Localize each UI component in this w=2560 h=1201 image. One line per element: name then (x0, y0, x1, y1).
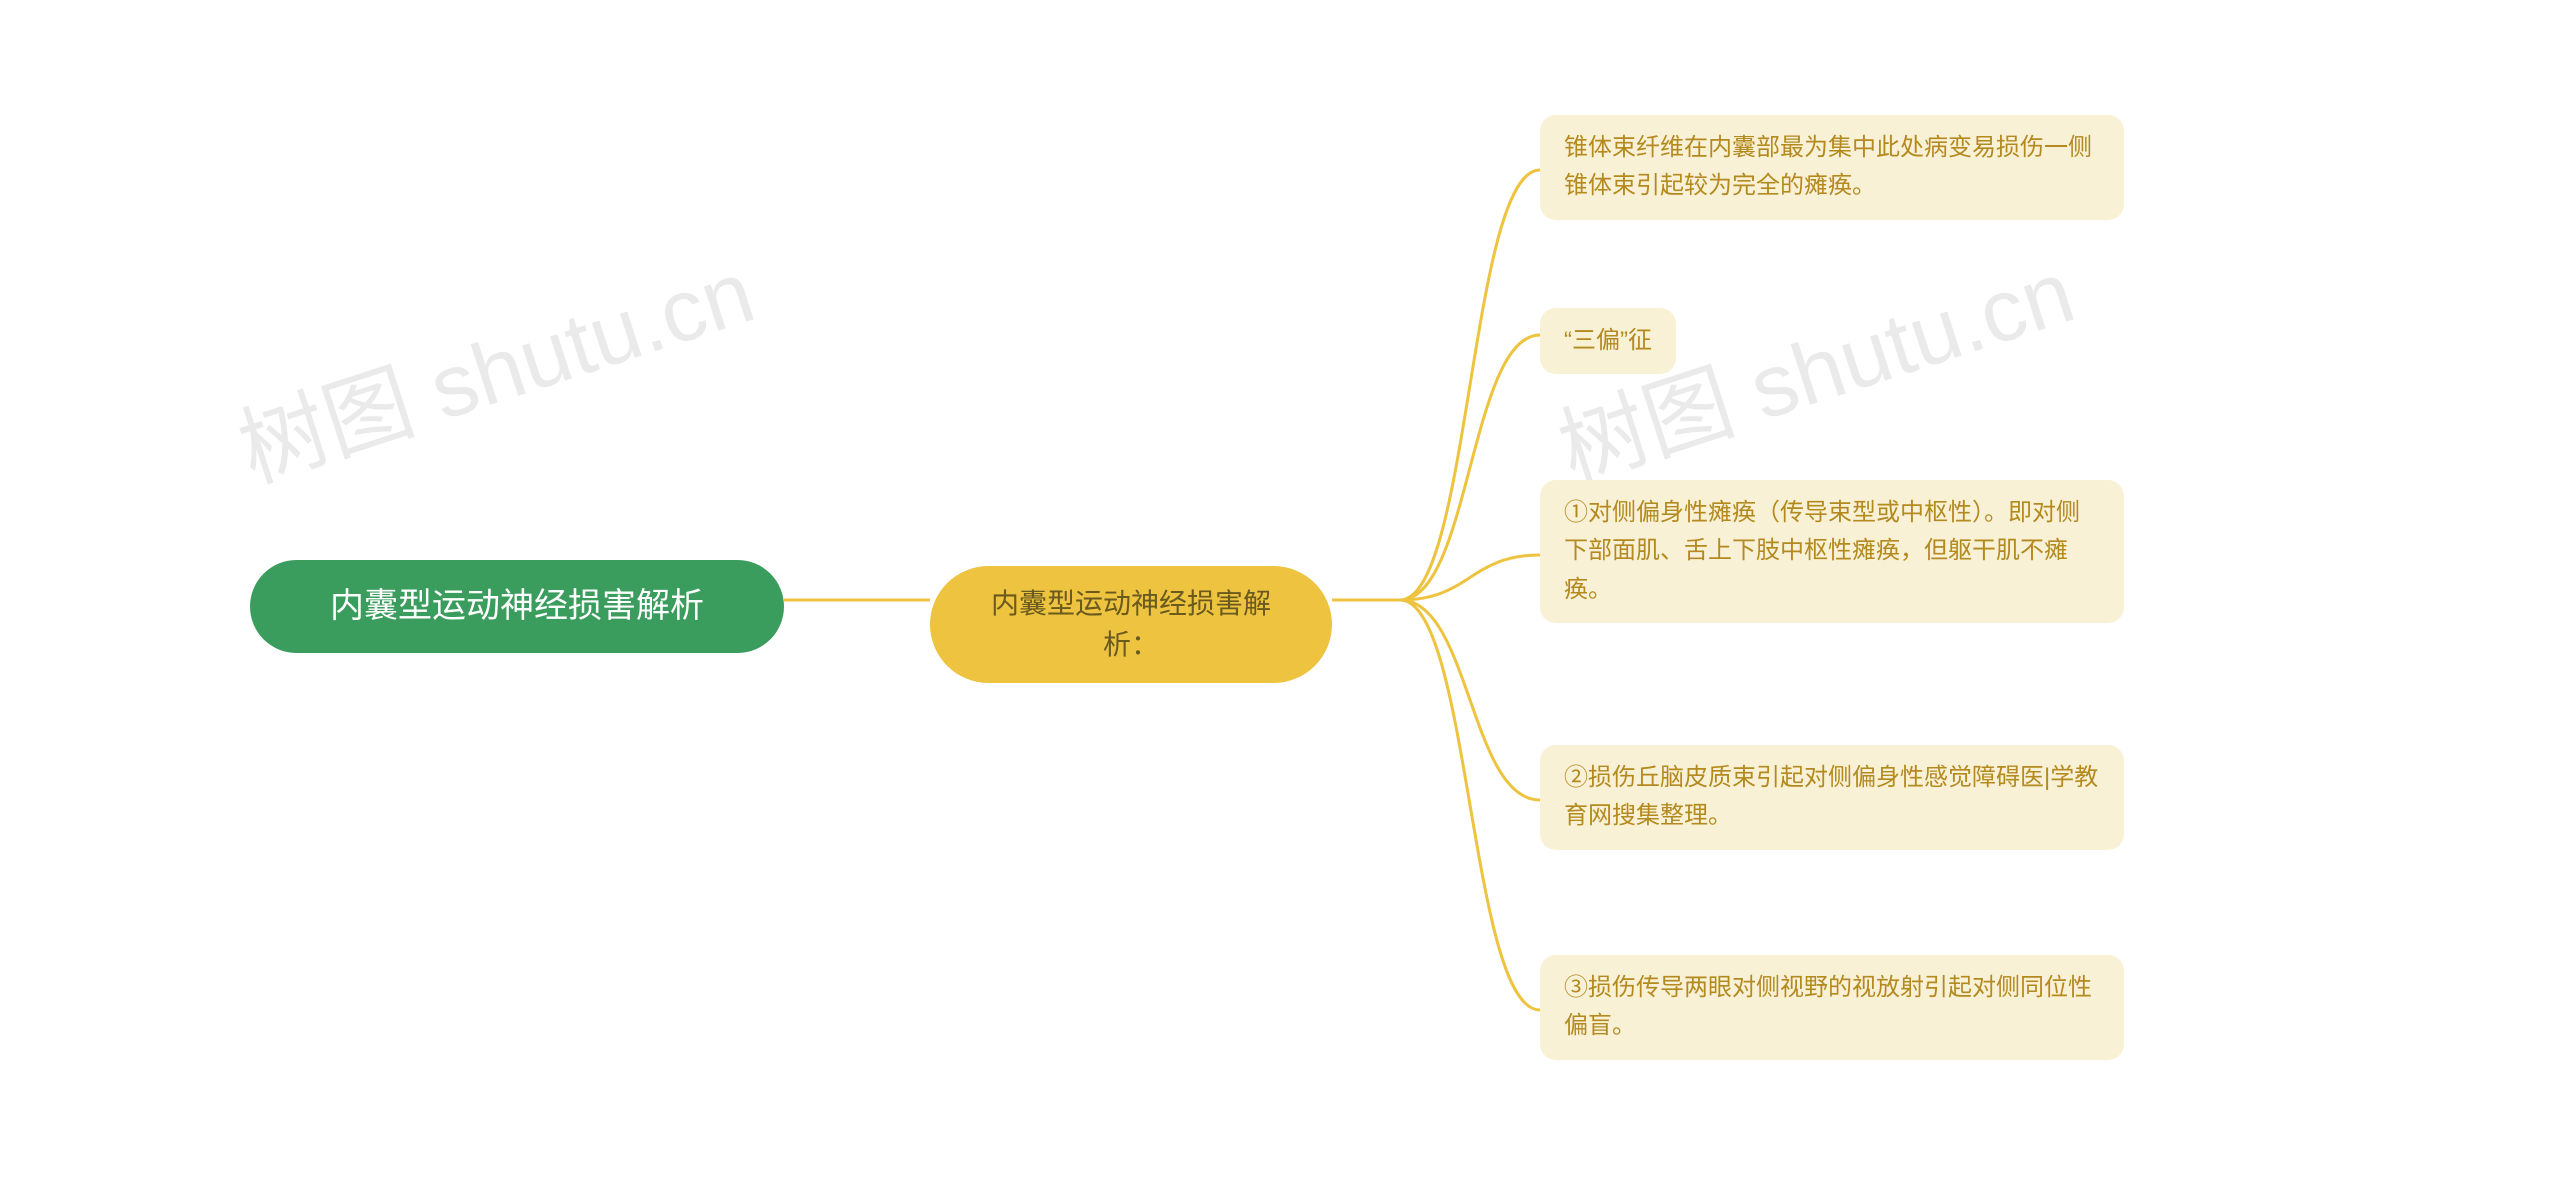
leaf-text: ①对侧偏身性瘫痪（传导束型或中枢性）。即对侧下部面肌、舌上下肢中枢性瘫痪，但躯干… (1564, 499, 2080, 603)
leaf-node-3[interactable]: ②损伤丘脑皮质束引起对侧偏身性感觉障碍医|学教育网搜集整理。 (1540, 745, 2124, 850)
watermark-1: 树图 shutu.cn (221, 221, 767, 507)
root-label: 内囊型运动神经损害解析 (330, 582, 704, 631)
leaf-text: 锥体束纤维在内囊部最为集中此处病变易损伤一侧锥体束引起较为完全的瘫痪。 (1564, 134, 2092, 199)
leaf-node-2[interactable]: ①对侧偏身性瘫痪（传导束型或中枢性）。即对侧下部面肌、舌上下肢中枢性瘫痪，但躯干… (1540, 480, 2124, 623)
leaf-node-0[interactable]: 锥体束纤维在内囊部最为集中此处病变易损伤一侧锥体束引起较为完全的瘫痪。 (1540, 115, 2124, 220)
leaf-text: ②损伤丘脑皮质束引起对侧偏身性感觉障碍医|学教育网搜集整理。 (1564, 764, 2098, 829)
leaf-text: ③损伤传导两眼对侧视野的视放射引起对侧同位性偏盲。 (1564, 974, 2092, 1039)
root-node[interactable]: 内囊型运动神经损害解析 (250, 560, 784, 653)
sub-node[interactable]: 内囊型运动神经损害解析： (930, 566, 1332, 683)
leaf-node-1[interactable]: “三偏”征 (1540, 308, 1676, 374)
leaf-node-4[interactable]: ③损伤传导两眼对侧视野的视放射引起对侧同位性偏盲。 (1540, 955, 2124, 1060)
sub-label: 内囊型运动神经损害解析： (970, 584, 1292, 665)
leaf-text: “三偏”征 (1564, 327, 1652, 354)
